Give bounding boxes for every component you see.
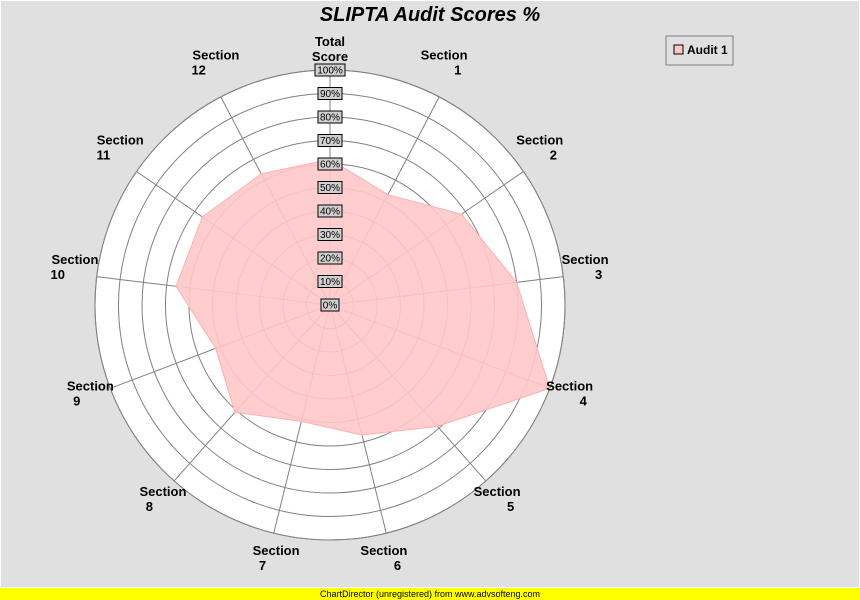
category-label-line: Section <box>253 543 300 558</box>
category-label-line: 12 <box>191 63 205 78</box>
radial-tick: 50% <box>317 181 343 194</box>
radial-tick: 90% <box>317 87 343 100</box>
category-label-line: Section <box>421 48 468 63</box>
radial-tick-label: 30% <box>320 230 340 241</box>
radial-tick: 40% <box>317 204 343 218</box>
category-label-line: 2 <box>550 147 557 162</box>
radial-tick: 10% <box>317 275 343 288</box>
tick-label-box <box>317 87 343 100</box>
data-point <box>460 213 463 215</box>
tick-label-box <box>317 157 343 171</box>
tick-label-box <box>317 251 343 265</box>
data-point <box>436 425 439 428</box>
tick-label-box <box>314 63 346 77</box>
category-label-line: 7 <box>259 558 266 573</box>
radial-tick-label: 100% <box>317 66 343 77</box>
tick-label-box <box>317 204 343 218</box>
category-label-line: 4 <box>580 394 588 409</box>
radial-tick-label: 50% <box>320 183 340 194</box>
category-label-line: 11 <box>97 147 111 162</box>
category-label-line: 8 <box>146 499 153 514</box>
category-label-line: 6 <box>394 558 401 573</box>
legend-swatch <box>673 44 684 55</box>
tick-label-box <box>317 228 343 241</box>
category-label-line: 10 <box>50 267 64 282</box>
category-label-line: Section <box>516 132 563 147</box>
tick-label-box <box>317 110 343 124</box>
radial-tick: 0% <box>320 298 340 312</box>
category-label-line: Section <box>546 379 593 394</box>
data-point <box>260 173 263 175</box>
tick-label-box <box>320 298 340 312</box>
tick-label-box <box>317 134 343 147</box>
category-label-line: 3 <box>595 267 602 282</box>
category-label-line: 9 <box>73 394 80 409</box>
data-point <box>387 193 389 196</box>
radial-tick: 70% <box>317 134 343 147</box>
data-point <box>201 216 204 218</box>
tick-label-box <box>317 181 343 194</box>
radial-tick: 20% <box>317 251 343 265</box>
category-label-line: Section <box>192 48 239 63</box>
chart-title: SLIPTA Audit Scores % <box>320 4 541 26</box>
radial-tick-label: 20% <box>320 254 340 265</box>
data-point <box>515 281 518 284</box>
data-point <box>234 411 236 414</box>
category-label-line: Total <box>315 34 345 49</box>
radial-tick-label: 70% <box>320 136 340 147</box>
series-area <box>175 158 551 436</box>
category-label-line: Section <box>562 252 609 267</box>
radial-tick-label: 40% <box>320 207 340 218</box>
radial-tick-label: 60% <box>320 160 340 171</box>
radial-tick-label: 80% <box>320 113 340 124</box>
radial-tick: 100% <box>314 63 346 77</box>
category-label-line: 5 <box>507 499 514 514</box>
category-label-line: Section <box>51 252 98 267</box>
category-label-line: 1 <box>454 63 461 78</box>
radial-tick-labels: 0% 10% 20% 30% 40% 50% 60% 70% 80% 90% 100% <box>314 63 346 312</box>
data-point <box>175 285 177 288</box>
category-label-line: Section <box>139 484 186 499</box>
footer-watermark: ChartDirector (unregistered) from www.ad… <box>0 588 860 600</box>
radial-tick-label: 0% <box>323 301 338 312</box>
category-label-line: Section <box>474 484 521 499</box>
legend-label: Audit 1 <box>687 43 728 57</box>
radial-tick-label: 90% <box>320 89 340 100</box>
category-label-line: Section <box>360 543 407 558</box>
category-label-line: Score <box>312 49 348 64</box>
radial-tick: 60% <box>317 157 343 171</box>
tick-label-box <box>317 275 343 288</box>
category-label-line: Section <box>67 379 114 394</box>
category-label-line: Section <box>97 132 144 147</box>
radial-tick: 30% <box>317 228 343 241</box>
data-point <box>361 434 363 436</box>
data-point <box>214 347 217 350</box>
legend: Audit 1 <box>665 35 734 66</box>
data-point <box>300 420 303 423</box>
data-point <box>548 387 551 390</box>
series-layer <box>175 158 551 436</box>
radial-tick: 80% <box>317 110 343 124</box>
radial-tick-label: 10% <box>320 277 340 288</box>
